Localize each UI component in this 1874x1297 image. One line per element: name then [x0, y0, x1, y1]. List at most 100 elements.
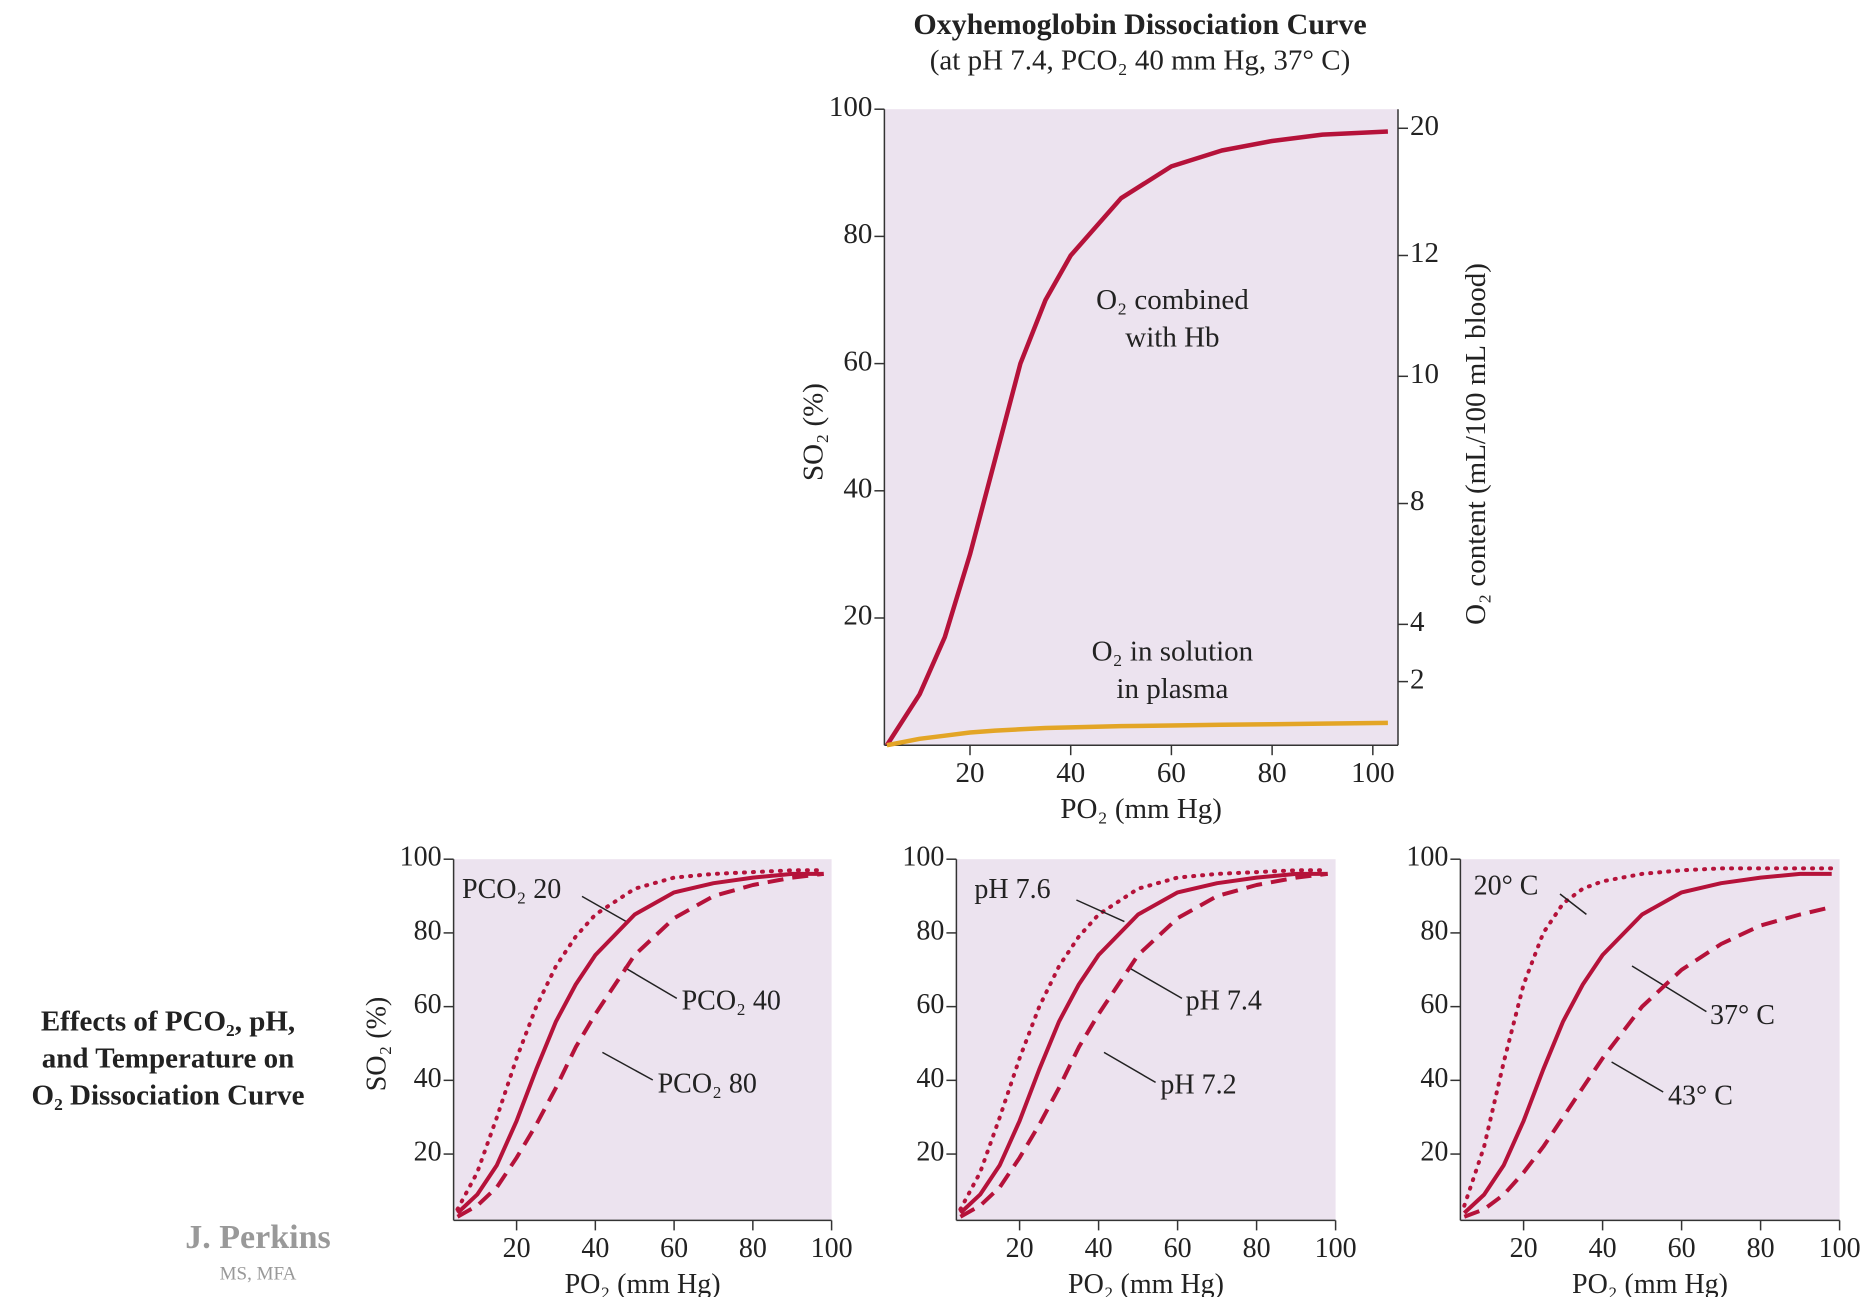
x-tick-label: 80: [739, 1233, 767, 1264]
y2-tick-label: 4: [1410, 606, 1425, 638]
y-tick-label: 40: [414, 1063, 442, 1094]
x-tick-label: 100: [811, 1233, 853, 1264]
label-leader: [1559, 893, 1587, 915]
y-tick-label: 60: [843, 345, 872, 377]
chart-subtitle: (at pH 7.4, PCO₂ 40 mm Hg, 37° C): [930, 45, 1350, 77]
plot-area: [453, 859, 832, 1221]
x-tick-label: 20: [1006, 1233, 1034, 1264]
x-tick-label: 60: [1164, 1233, 1192, 1264]
series-line: [1462, 866, 1834, 1208]
x-tick-label: 40: [581, 1233, 609, 1264]
y-tick-label: 40: [843, 472, 872, 504]
x-tick-label: 80: [1747, 1233, 1775, 1264]
curve-label: PCO₂ 20: [462, 874, 561, 905]
series-line: [959, 871, 1328, 1215]
y-tick-label: 80: [414, 915, 442, 946]
y2-tick-label: 10: [1410, 358, 1439, 390]
curve-label: 43° C: [1668, 1080, 1733, 1111]
series-line: [456, 871, 824, 1215]
label-leader: [1127, 966, 1183, 1000]
y-tick-label: 100: [829, 91, 873, 123]
y-tick-label: 100: [1406, 842, 1448, 873]
series-line: [455, 868, 826, 1212]
plot-area: [884, 109, 1398, 746]
y2-tick-label: 12: [1410, 237, 1439, 269]
y-tick-label: 80: [843, 218, 872, 250]
curve-label: in plasma: [1116, 673, 1228, 705]
y-tick-label: 20: [843, 600, 872, 632]
plot-area: [956, 859, 1336, 1221]
x-axis-label: PO₂ (mm Hg): [1068, 1269, 1224, 1297]
x-tick-label: 100: [1315, 1233, 1357, 1264]
label-leader: [1611, 1061, 1664, 1093]
series-line: [456, 871, 824, 1219]
x-axis-label: PO₂ (mm Hg): [565, 1269, 721, 1297]
x-tick-label: 20: [956, 757, 985, 789]
x-tick-label: 20: [1510, 1233, 1538, 1264]
y2-tick-label: 8: [1410, 485, 1425, 517]
chart: 20 40 60 80 100 20 40 60 80 100 PO₂ (mm Hg) 20° C 37…: [1406, 842, 1860, 1297]
curve-label: O₂ combined: [1096, 284, 1249, 316]
y-axis-label: SO₂ (%): [362, 997, 393, 1092]
caption-line: O₂ Dissociation Curve: [32, 1080, 305, 1112]
y-tick-label: 20: [414, 1136, 442, 1167]
y2-tick-label: 20: [1410, 110, 1439, 142]
x-tick-label: 60: [1157, 757, 1186, 789]
y-axis-label: SO₂ (%): [798, 383, 830, 481]
x-tick-label: 40: [1056, 757, 1085, 789]
y2-tick-label: 2: [1410, 663, 1425, 695]
y-tick-label: 100: [902, 842, 944, 873]
curve-label: pH 7.2: [1160, 1070, 1236, 1101]
y-tick-label: 20: [916, 1136, 944, 1167]
label-leader: [1076, 899, 1125, 923]
curve-label: O₂ in solution: [1092, 636, 1254, 668]
x-axis-label: PO₂ (mm Hg): [1572, 1269, 1728, 1297]
series-line: [885, 129, 1389, 747]
x-axis-label: PO₂ (mm Hg): [1060, 793, 1222, 825]
x-tick-label: 100: [1819, 1233, 1861, 1264]
series-line: [959, 871, 1328, 1219]
label-leader: [623, 966, 678, 1000]
y-tick-label: 60: [1420, 989, 1448, 1020]
y-tick-label: 60: [916, 989, 944, 1020]
curve-label: pH 7.4: [1186, 986, 1262, 1017]
y-tick-label: 80: [1420, 915, 1448, 946]
label-leader: [1103, 1051, 1156, 1084]
caption-line: and Temperature on: [42, 1043, 294, 1075]
y-tick-label: 20: [1420, 1136, 1448, 1167]
x-tick-label: 20: [503, 1233, 531, 1264]
label-leader: [602, 1051, 654, 1081]
series-line: [1463, 905, 1833, 1219]
series-line: [1462, 871, 1832, 1215]
x-tick-label: 100: [1351, 757, 1395, 789]
signature-name: J. Perkins: [185, 1219, 330, 1256]
curve-label: with Hb: [1125, 321, 1219, 353]
x-tick-label: 60: [1668, 1233, 1696, 1264]
x-tick-label: 40: [1589, 1233, 1617, 1264]
curve-label: PCO₂ 40: [682, 986, 781, 1017]
signature-credentials: MS, MFA: [220, 1263, 297, 1284]
chart-title: Oxyhemoglobin Dissociation Curve: [913, 8, 1366, 41]
curve-label: 20° C: [1474, 870, 1539, 901]
y-tick-label: 40: [1420, 1063, 1448, 1094]
caption-line: Effects of PCO₂, pH,: [41, 1006, 295, 1038]
caption: Effects of PCO₂, pH, and Temperature on …: [32, 1006, 305, 1112]
x-tick-label: 40: [1085, 1233, 1113, 1264]
y-tick-label: 40: [916, 1063, 944, 1094]
series-line: [886, 720, 1388, 748]
chart: Oxyhemoglobin Dissociation Curve (at pH 7…: [798, 8, 1492, 825]
x-tick-label: 80: [1258, 757, 1287, 789]
series-line: [958, 868, 1330, 1212]
label-leader: [1631, 965, 1707, 1013]
curve-label: PCO₂ 80: [658, 1068, 757, 1099]
curve-label: 37° C: [1710, 1000, 1775, 1031]
y2-axis-label: O₂ content (mL/100 mL blood): [1460, 263, 1492, 625]
label-leader: [581, 895, 627, 923]
chart: 20 40 60 80 100 20 40 60 80 100 PO₂ (mm Hg) pH 7.6 p…: [902, 842, 1356, 1297]
x-tick-label: 60: [660, 1233, 688, 1264]
y-tick-label: 60: [414, 989, 442, 1020]
curve-label: pH 7.6: [974, 874, 1050, 905]
y-tick-label: 100: [400, 842, 442, 873]
chart: 20 40 60 80 100 20 40 60 80 100 PO₂ (mm Hg) SO₂ (%)…: [362, 842, 853, 1297]
